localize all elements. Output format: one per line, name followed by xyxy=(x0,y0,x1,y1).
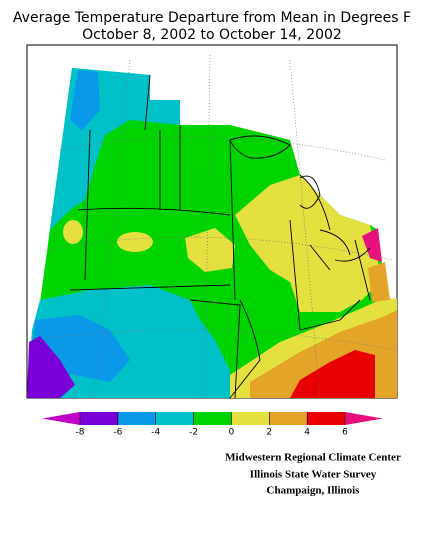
colorbar-segment xyxy=(307,412,345,425)
colorbar-label: 4 xyxy=(304,428,310,438)
colorbar-end xyxy=(345,412,383,425)
title-line: Average Temperature Departure from Mean … xyxy=(13,10,411,26)
colorbar-label: -4 xyxy=(151,428,160,438)
zone xyxy=(63,220,83,244)
map xyxy=(26,44,398,399)
credit-line: Champaign, Illinois xyxy=(267,485,361,497)
zone xyxy=(70,70,100,130)
zone xyxy=(185,228,235,272)
colorbar-label: -6 xyxy=(113,428,122,438)
colorbar-label: -8 xyxy=(76,428,85,438)
colorbar-end xyxy=(42,412,80,425)
state-borders xyxy=(69,74,371,399)
colorbar-label: 6 xyxy=(342,428,348,438)
credit-line: Midwestern Regional Climate Center xyxy=(225,452,401,464)
zone xyxy=(117,232,153,252)
colorbar-label: 0 xyxy=(229,428,235,438)
colorbar-segment xyxy=(231,412,270,425)
colorbar: -8 -6 -4 -2 0 2 4 6 xyxy=(42,412,383,438)
lakes xyxy=(229,135,371,262)
title-line: October 8, 2002 to October 14, 2002 xyxy=(82,27,342,43)
colorbar-segment xyxy=(117,412,156,425)
zone xyxy=(362,228,382,262)
zone xyxy=(290,350,375,398)
zone xyxy=(27,336,75,398)
colorbar-segment xyxy=(193,412,232,425)
credit-line: Illinois State Water Survey xyxy=(250,469,377,481)
colorbar-segment xyxy=(155,412,194,425)
colorbar-label: -2 xyxy=(189,428,198,438)
colorbar-label: 2 xyxy=(266,428,272,438)
colorbar-segment xyxy=(269,412,308,425)
zone xyxy=(368,262,390,302)
zone xyxy=(235,175,382,312)
colorbar-segment xyxy=(80,412,118,425)
